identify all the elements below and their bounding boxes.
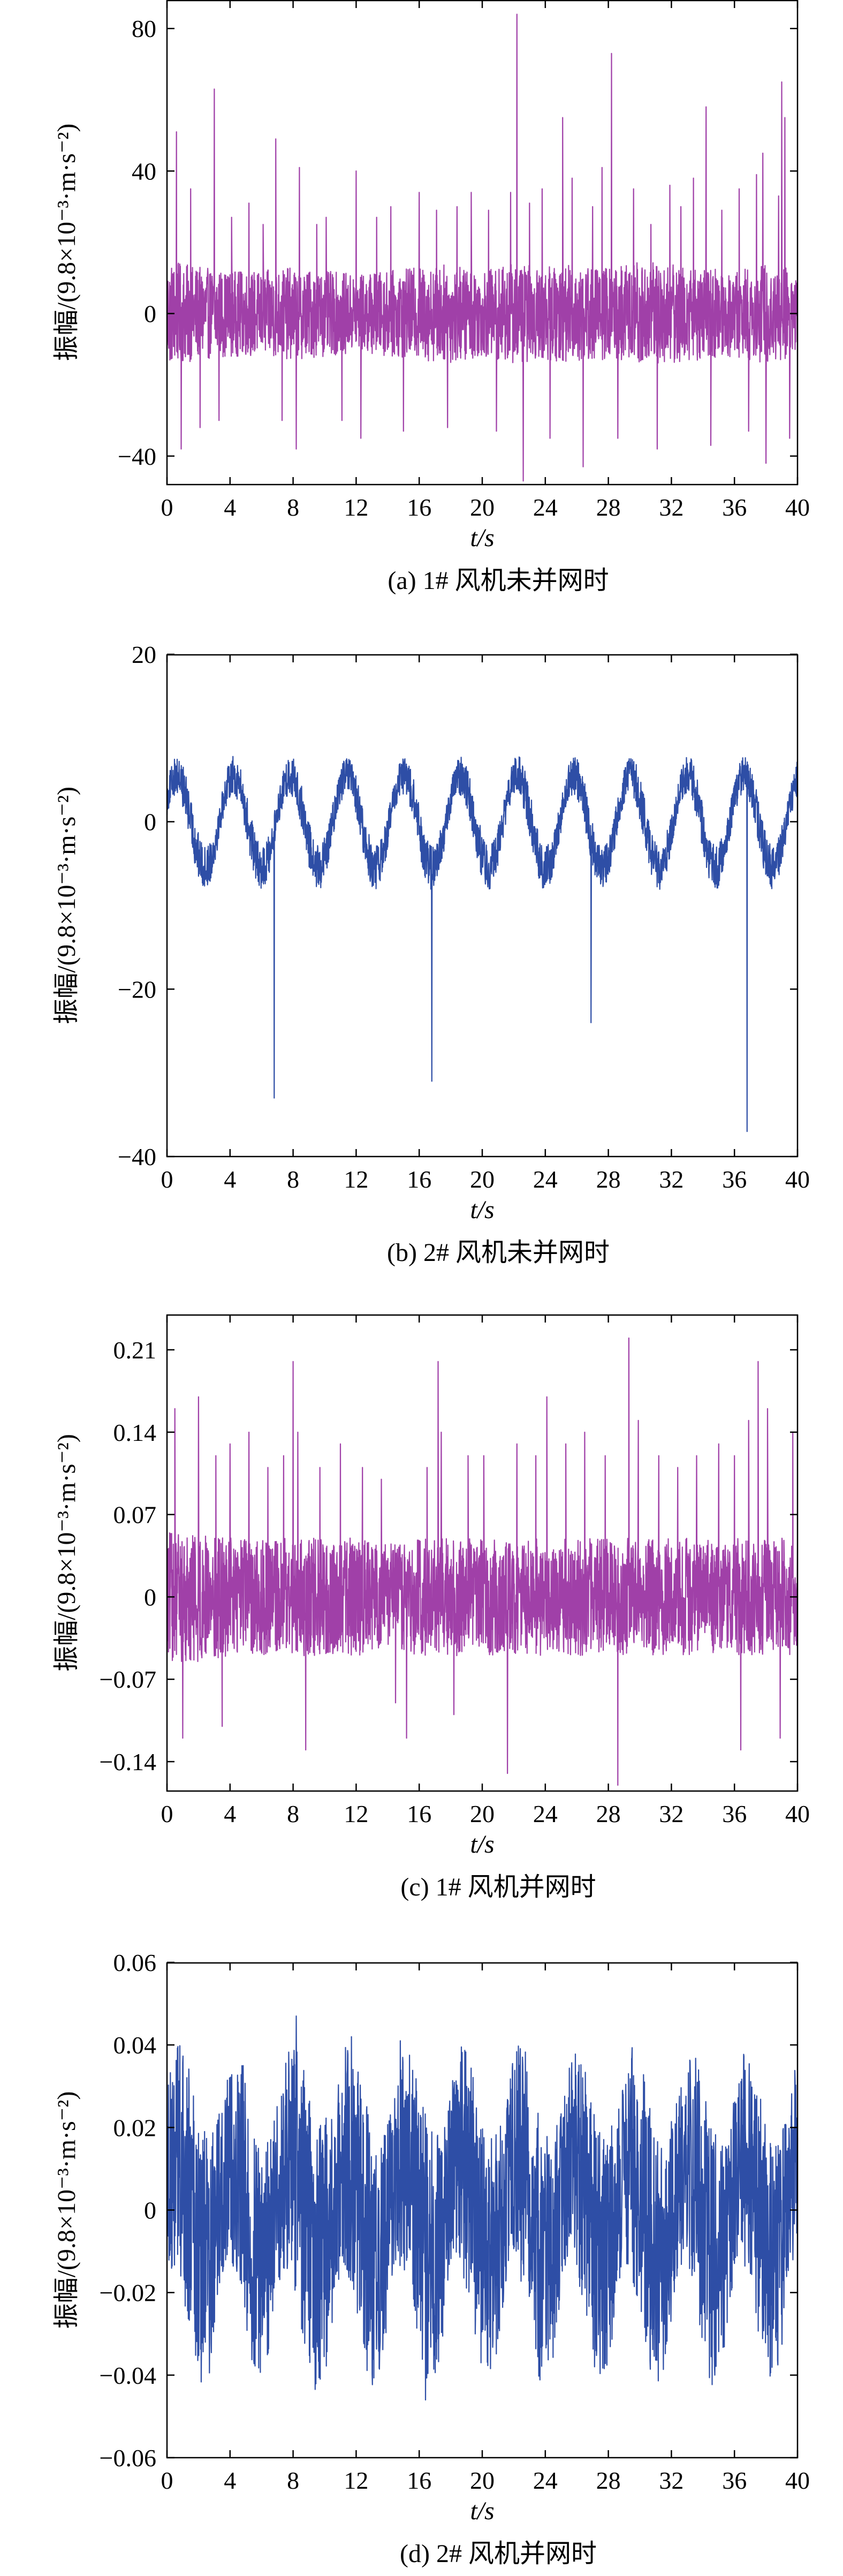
y-axis-label: 振幅/(9.8×10⁻³·m·s⁻²): [52, 2091, 81, 2329]
x-tick-label: 0: [161, 2467, 173, 2494]
x-tick-label: 4: [224, 1800, 236, 1827]
chart-b: 0 4 8 12 16 20 24 28 32 36 40 −40 −20 0 20 t/s 振幅/(9.8×1…: [52, 641, 810, 1267]
x-tick-label: 32: [659, 2467, 683, 2494]
chart-d: 0 4 8 12 16 20 24 28 32 36 40 −0.06 −0.04 −0.02 0 0.02 0…: [52, 1949, 810, 2568]
y-tick-label: −0.02: [100, 2279, 156, 2307]
x-tick-label: 0: [161, 1800, 173, 1827]
x-tick-label: 16: [407, 2467, 431, 2494]
y-tick-label: 0.02: [113, 2114, 157, 2141]
y-axis-label: 振幅/(9.8×10⁻³·m·s⁻²): [52, 124, 81, 361]
x-tick-label: 8: [287, 1166, 299, 1193]
panel-caption: (b) 2# 风机未并网时: [387, 1238, 610, 1267]
y-tick-label: 0: [144, 300, 156, 328]
y-tick-label: 80: [132, 15, 156, 42]
series-line: [166, 2015, 799, 2401]
x-tick-label: 8: [287, 494, 299, 521]
x-tick-label: 8: [287, 1800, 299, 1827]
x-tick-label: 20: [470, 2467, 495, 2494]
x-tick-label: 12: [344, 1800, 368, 1827]
x-tick-label: 8: [287, 2467, 299, 2494]
x-tick-label: 0: [161, 1166, 173, 1193]
x-tick-label: 36: [722, 1166, 747, 1193]
y-tick-label: 0.14: [113, 1419, 157, 1446]
x-tick-label: 16: [407, 1800, 431, 1827]
x-axis-label: t/s: [470, 1196, 494, 1224]
x-tick-label: 16: [407, 1166, 431, 1193]
x-tick-label: 12: [344, 2467, 368, 2494]
x-tick-label: 36: [722, 494, 747, 521]
x-tick-label: 40: [785, 2467, 810, 2494]
x-tick-label: 24: [533, 1800, 558, 1827]
series-line: [166, 13, 799, 482]
x-tick-label: 0: [161, 494, 173, 521]
x-tick-label: 4: [224, 494, 236, 521]
y-tick-label: 0.07: [113, 1501, 157, 1529]
y-tick-label: −0.14: [100, 1748, 156, 1776]
x-tick-label: 12: [344, 1166, 368, 1193]
chart-c: 0 4 8 12 16 20 24 28 32 36 40 −0.14 −0.07 0 0.07 0.14 0.…: [52, 1314, 810, 1901]
y-tick-label: −0.07: [100, 1666, 156, 1693]
x-tick-label: 40: [785, 1166, 810, 1193]
x-tick-label: 16: [407, 494, 431, 521]
series-line: [166, 756, 799, 1132]
y-tick-label: −40: [118, 1143, 156, 1170]
y-tick-label: 40: [132, 157, 156, 185]
panel-caption: (d) 2# 风机并网时: [400, 2540, 597, 2568]
plot-frame: [166, 654, 799, 1158]
x-tick-label: 24: [533, 494, 558, 521]
y-axis-label: 振幅/(9.8×10⁻³·m·s⁻²): [52, 1434, 81, 1672]
x-tick-label: 28: [596, 494, 621, 521]
series-line: [166, 1337, 799, 1786]
x-tick-label: 36: [722, 2467, 747, 2494]
x-tick-label: 12: [344, 494, 368, 521]
x-tick-label: 32: [659, 1800, 683, 1827]
x-tick-label: 20: [470, 1800, 495, 1827]
x-tick-label: 24: [533, 2467, 558, 2494]
x-tick-label: 20: [470, 494, 495, 521]
y-tick-label: 0.06: [113, 1949, 157, 1976]
y-tick-label: −20: [118, 976, 156, 1003]
x-tick-label: 28: [596, 1800, 621, 1827]
plot-frame: [166, 0, 799, 486]
y-axis-label: 振幅/(9.8×10⁻³·m·s⁻²): [52, 787, 81, 1024]
chart-a: 0 4 8 12 16 20 24 28 32 36 40−4004080t/s振幅/(9.8×10…: [52, 0, 810, 595]
panel-caption: (c) 1# 风机并网时: [400, 1873, 596, 1901]
x-tick-label: 28: [596, 1166, 621, 1193]
x-tick-label: 32: [659, 1166, 683, 1193]
y-tick-label: 0: [144, 2197, 156, 2224]
x-tick-label: 20: [470, 1166, 495, 1193]
x-tick-label: 28: [596, 2467, 621, 2494]
y-tick-label: −0.06: [100, 2444, 156, 2472]
y-tick-label: 0: [144, 1583, 156, 1611]
y-tick-label: 0.04: [113, 2031, 157, 2059]
y-tick-label: −40: [118, 443, 156, 470]
x-axis-label: t/s: [470, 2497, 494, 2525]
x-tick-label: 36: [722, 1800, 747, 1827]
x-tick-label: 40: [785, 494, 810, 521]
x-axis-label: t/s: [470, 1830, 494, 1859]
y-tick-label: 0: [144, 809, 156, 836]
x-tick-label: 32: [659, 494, 683, 521]
y-tick-label: 20: [132, 641, 156, 668]
panel-caption: (a) 1# 风机未并网时: [388, 566, 609, 595]
y-tick-label: 0.21: [113, 1336, 157, 1364]
x-axis-label: t/s: [470, 524, 494, 552]
x-tick-label: 24: [533, 1166, 558, 1193]
x-tick-label: 4: [224, 1166, 236, 1193]
x-tick-label: 4: [224, 2467, 236, 2494]
y-tick-label: −0.04: [100, 2362, 156, 2389]
x-tick-label: 40: [785, 1800, 810, 1827]
